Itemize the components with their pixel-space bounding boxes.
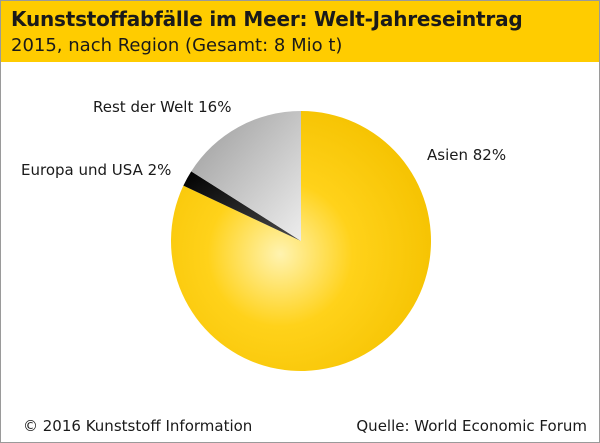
- pie-slice-asien: [170, 111, 431, 371]
- source-note: Quelle: World Economic Forum: [356, 417, 587, 435]
- chart-subtitle: 2015, nach Region (Gesamt: 8 Mio t): [11, 35, 343, 56]
- slice-label-asien: Asien 82%: [427, 146, 507, 164]
- header-band: Kunststoffabfälle im Meer: Welt-Jahresei…: [1, 1, 599, 62]
- pie-chart: [170, 111, 431, 371]
- slice-label-rest-der-welt: Rest der Welt 16%: [93, 98, 232, 116]
- pie-slice-rest-der-welt: [191, 111, 301, 241]
- pie-slice-europa-usa: [183, 171, 301, 241]
- chart-title: Kunststoffabfälle im Meer: Welt-Jahresei…: [11, 7, 523, 31]
- copyright-note: © 2016 Kunststoff Information: [23, 417, 253, 435]
- slice-label-europa-usa: Europa und USA 2%: [21, 161, 172, 179]
